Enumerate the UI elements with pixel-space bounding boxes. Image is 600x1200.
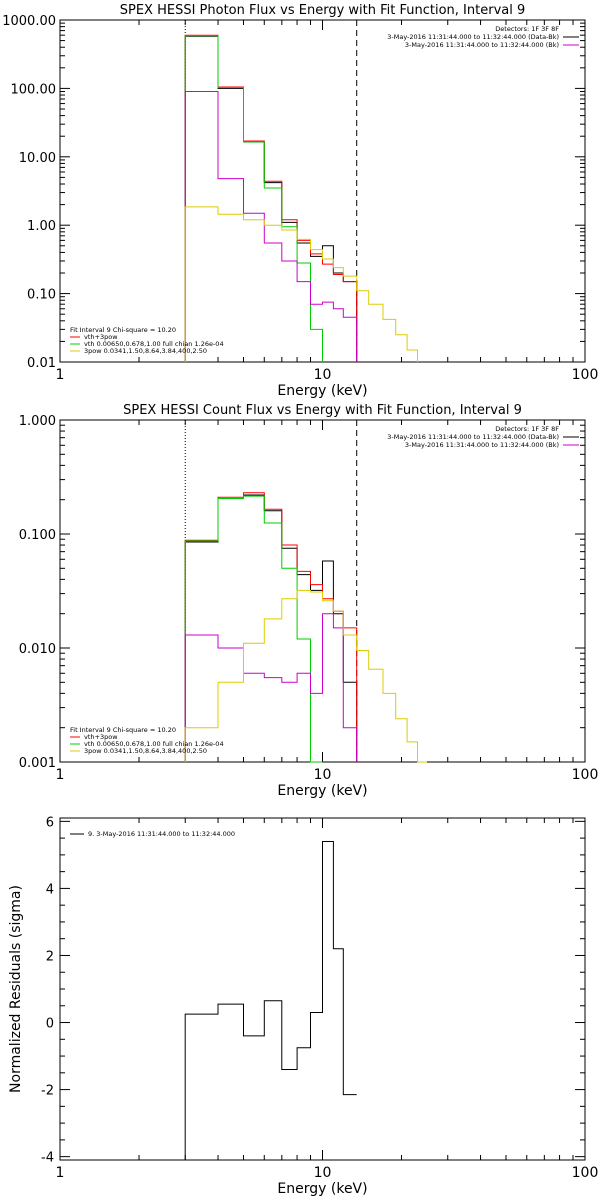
legend-top: Detectors: 1F 3F 8F3-May-2016 11:31:44.0… [387,425,579,449]
y-tick-label: 100.00 [11,82,57,97]
x-tick-label: 1 [56,767,65,783]
y-tick-label: -2 [41,1084,54,1099]
series-line-4 [184,91,358,362]
y-tick-label: -4 [41,1151,54,1166]
fit-legend-header: Fit Interval 9 Chi-square = 10.20 [70,326,176,334]
legend-entry-label: 9. 3-May-2016 11:31:44.000 to 11:32:44.0… [88,830,235,838]
fit-legend-header: Fit Interval 9 Chi-square = 10.20 [70,726,176,734]
y-tick-label: 2 [46,949,54,964]
y-axis-label: Normalized Residuals (sigma) [8,885,24,1093]
y-tick-label: 0.100 [19,528,56,543]
y-tick-label: 0.10 [27,288,56,303]
y-axis-ticks: -4 -2 0 2 4 6 [41,815,585,1166]
y-tick-label: 1.000 [19,414,56,429]
x-tick-label: 100 [572,1165,599,1181]
x-tick-label: 10 [314,767,332,783]
chart-panel-2: SPEX HESSI Count Flux vs Energy with Fit… [19,403,599,799]
x-tick-label: 100 [572,367,599,383]
legend-entry-label: 3-May-2016 11:31:44.000 to 11:32:44.000 … [405,441,559,449]
y-tick-label: 4 [46,882,54,897]
chart-panel-1: SPEX HESSI Photon Flux vs Energy with Fi… [2,3,598,399]
y-tick-label: 6 [46,815,54,830]
y-tick-label: 1000.00 [2,14,56,29]
fit-legend-label: vth+3pow [84,333,118,341]
series-line-1 [184,841,357,1160]
x-tick-label: 100 [572,767,599,783]
series-line-1 [184,494,358,762]
x-axis-label: Energy (keV) [277,783,367,799]
y-tick-label: 0.01 [27,356,56,371]
legend-top: Detectors: 1F 3F 8F3-May-2016 11:31:44.0… [387,25,579,49]
plot-frame [59,19,586,363]
y-tick-label: 1.00 [27,219,56,234]
fit-legend-label: 3pow 0.0341,1.50,8.64,3.84,400,2.50 [84,347,207,355]
series-line-3 [184,35,323,362]
series-line-5 [184,206,418,362]
x-tick-label: 1 [56,367,65,383]
x-tick-label: 10 [314,1165,332,1181]
fit-legend-label: vth+3pow [84,733,118,741]
y-tick-label: 10.00 [19,151,56,166]
chart-title: SPEX HESSI Count Flux vs Energy with Fit… [123,403,522,418]
chart-title: SPEX HESSI Photon Flux vs Energy with Fi… [120,3,526,18]
y-tick-label: 0 [46,1017,54,1032]
chart-panel-3: 1 10 100 -4 -2 0 2 4 6 Energy (keV) Normalized Res… [8,815,598,1197]
legend-entry-label: 3-May-2016 11:31:44.000 to 11:32:44.000 … [387,433,559,441]
y-tick-label: 0.001 [19,756,56,771]
legend-top: 9. 3-May-2016 11:31:44.000 to 11:32:44.0… [70,830,235,838]
fit-legend-label: vth 0.00650,0.678,1.00 full chian 1.26e-… [84,740,224,748]
x-tick-label: 1 [56,1165,65,1181]
series-line-4 [184,613,358,762]
x-axis-label: Energy (keV) [277,1181,367,1197]
legend-fit: Fit Interval 9 Chi-square = 10.20vth+3po… [70,726,224,755]
x-axis-label: Energy (keV) [277,383,367,399]
legend-header: Detectors: 1F 3F 8F [495,425,559,433]
series-line-2 [184,492,358,762]
x-axis-ticks: 1 10 100 [56,818,599,1181]
fit-legend-label: 3pow 0.0341,1.50,8.64,3.84,400,2.50 [84,747,207,755]
series-line-3 [184,495,323,763]
x-axis-ticks: 1 10 100 [56,20,599,383]
fit-legend-label: vth 0.00650,0.678,1.00 full chian 1.26e-… [84,340,224,348]
legend-entry-label: 3-May-2016 11:31:44.000 to 11:32:44.000 … [387,33,559,41]
y-axis-ticks: 0.01 0.10 1.00 10.00 100.00 1000.00 [2,14,585,371]
y-axis-ticks: 0.001 0.010 0.100 1.000 [19,414,585,771]
legend-entry-label: 3-May-2016 11:31:44.000 to 11:32:44.000 … [405,41,559,49]
series-line-1 [184,35,358,362]
legend-fit: Fit Interval 9 Chi-square = 10.20vth+3po… [70,326,224,355]
series-line-2 [184,34,358,362]
x-axis-ticks: 1 10 100 [56,420,599,783]
x-tick-label: 10 [314,367,332,383]
legend-header: Detectors: 1F 3F 8F [495,25,559,33]
series-line-5 [184,589,427,763]
y-tick-label: 0.010 [19,642,56,657]
